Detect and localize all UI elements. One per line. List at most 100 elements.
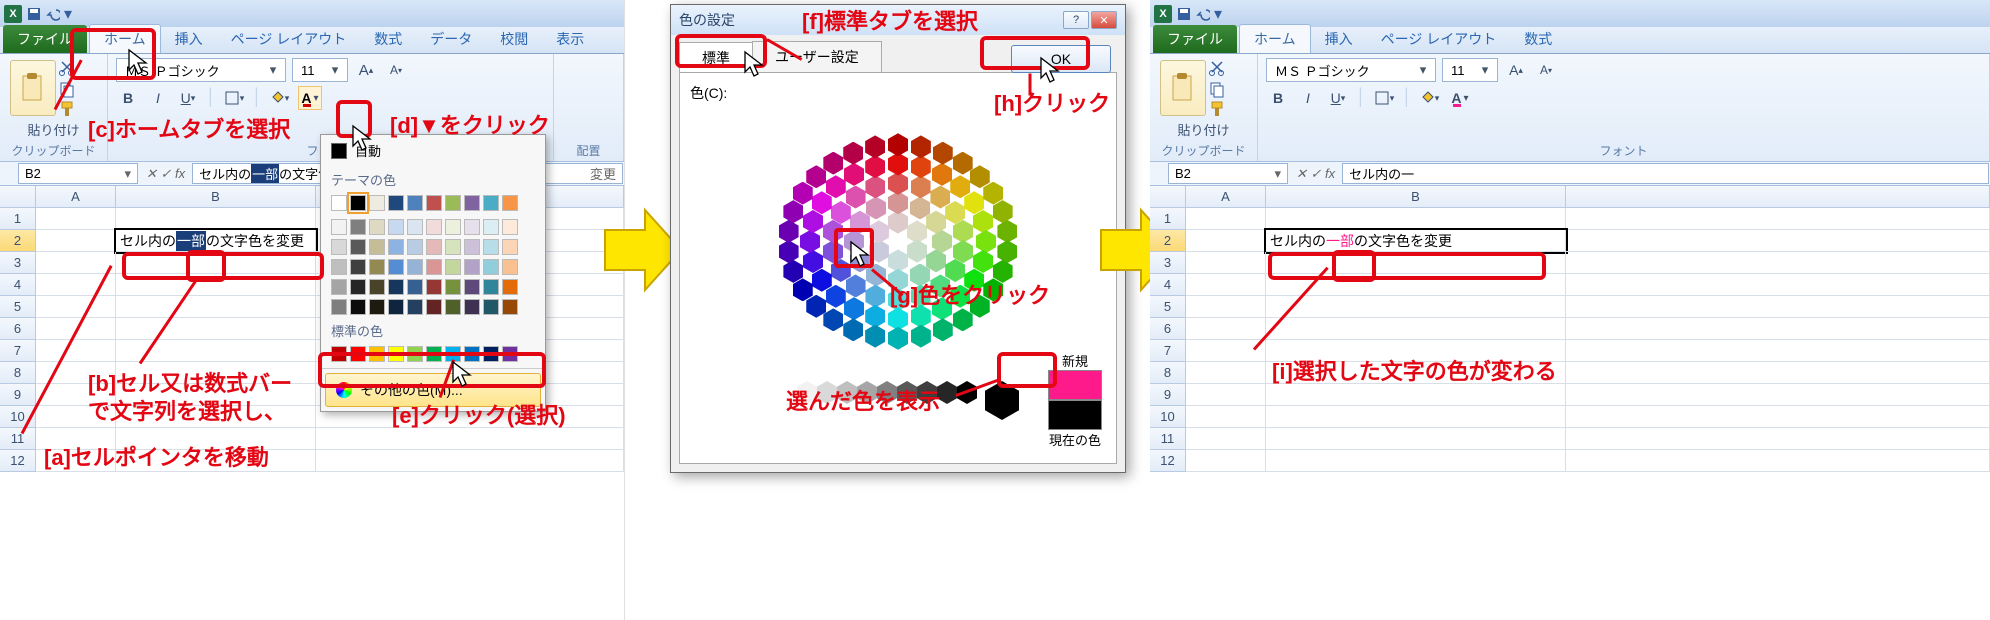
cell[interactable] — [1566, 274, 1990, 296]
color-swatch[interactable] — [407, 219, 423, 235]
color-swatch[interactable] — [407, 195, 423, 211]
row-header[interactable]: 6 — [0, 318, 36, 340]
color-swatch[interactable] — [502, 279, 518, 295]
hex-swatch[interactable] — [779, 220, 799, 243]
color-swatch[interactable] — [445, 239, 461, 255]
color-swatch[interactable] — [445, 219, 461, 235]
row-header[interactable]: 9 — [1150, 384, 1186, 406]
hex-swatch[interactable] — [783, 260, 803, 283]
row-header[interactable]: 3 — [1150, 252, 1186, 274]
color-swatch[interactable] — [426, 259, 442, 275]
hex-swatch[interactable] — [933, 318, 953, 341]
cell[interactable] — [1186, 252, 1266, 274]
color-swatch[interactable] — [483, 259, 499, 275]
cell[interactable] — [1266, 208, 1566, 230]
hex-swatch[interactable] — [826, 285, 846, 308]
cell[interactable] — [116, 362, 316, 384]
hex-swatch[interactable] — [993, 260, 1013, 283]
color-swatch[interactable] — [350, 279, 366, 295]
hex-swatch[interactable] — [803, 250, 823, 273]
col-C[interactable] — [1566, 186, 1990, 208]
hex-swatch[interactable] — [964, 191, 984, 214]
save-icon[interactable] — [1176, 6, 1192, 22]
cell[interactable] — [1186, 362, 1266, 384]
font-color-button[interactable]: A▾ — [1448, 86, 1472, 110]
row-header[interactable]: 5 — [0, 296, 36, 318]
hex-swatch[interactable] — [973, 210, 993, 233]
copy-icon[interactable] — [1208, 80, 1226, 98]
cell[interactable] — [1266, 274, 1566, 296]
col-B[interactable]: B — [1266, 186, 1566, 208]
color-swatch[interactable] — [483, 279, 499, 295]
cell[interactable] — [1186, 406, 1266, 428]
italic-button[interactable]: I — [1296, 86, 1320, 110]
qat-dropdown[interactable]: ▾ — [1214, 4, 1222, 24]
cell[interactable] — [116, 384, 316, 406]
color-swatch[interactable] — [350, 346, 366, 362]
font-name-combo[interactable]: ＭＳ Ｐゴシック▾ — [116, 58, 286, 82]
hex-swatch[interactable] — [797, 381, 817, 404]
cell[interactable] — [1186, 384, 1266, 406]
color-swatch[interactable] — [331, 299, 347, 315]
cell[interactable] — [1186, 230, 1266, 252]
tab-4[interactable]: 数式 — [360, 25, 416, 53]
hex-swatch[interactable] — [803, 210, 823, 233]
hex-swatch[interactable] — [865, 325, 885, 348]
fill-color-button[interactable]: ▾ — [268, 86, 292, 110]
color-swatch[interactable] — [331, 346, 347, 362]
cell[interactable] — [1566, 428, 1990, 450]
paste-button[interactable] — [10, 60, 56, 116]
name-box[interactable]: B2▾ — [1168, 163, 1288, 184]
row-header[interactable]: 3 — [0, 252, 36, 274]
color-swatch[interactable] — [407, 279, 423, 295]
tab-3[interactable]: ページ レイアウト — [1367, 25, 1511, 53]
color-swatch[interactable] — [426, 346, 442, 362]
color-swatch[interactable] — [331, 259, 347, 275]
hex-color-picker[interactable] — [763, 123, 1033, 363]
hex-swatch[interactable] — [911, 325, 931, 348]
cell[interactable] — [36, 450, 116, 472]
color-swatch[interactable] — [464, 239, 480, 255]
hex-swatch[interactable] — [865, 285, 885, 308]
hex-swatch[interactable] — [865, 135, 885, 158]
row-header[interactable]: 2 — [0, 230, 36, 252]
color-swatch[interactable] — [331, 195, 347, 211]
color-swatch[interactable] — [350, 299, 366, 315]
cell[interactable] — [116, 274, 316, 296]
row-header[interactable]: 10 — [1150, 406, 1186, 428]
color-swatch[interactable] — [369, 195, 385, 211]
hex-swatch[interactable] — [865, 155, 885, 178]
cut-icon[interactable] — [58, 60, 76, 78]
hex-swatch[interactable] — [865, 305, 885, 328]
cell[interactable] — [1186, 340, 1266, 362]
cell[interactable] — [36, 406, 116, 428]
color-swatch[interactable] — [483, 346, 499, 362]
hex-swatch[interactable] — [911, 305, 931, 328]
row-header[interactable]: 1 — [1150, 208, 1186, 230]
hex-swatch[interactable] — [823, 308, 843, 331]
select-all[interactable] — [1150, 186, 1186, 208]
hex-swatch[interactable] — [817, 381, 837, 404]
hex-swatch[interactable] — [970, 165, 990, 188]
auto-color[interactable]: 自動 — [321, 135, 545, 166]
cell[interactable] — [1566, 296, 1990, 318]
tab-standard[interactable]: 標準 — [679, 42, 753, 73]
formula-buttons[interactable]: ✕ ✓ fx — [1290, 162, 1341, 185]
copy-icon[interactable] — [58, 80, 76, 98]
italic-button[interactable]: I — [146, 86, 170, 110]
hex-swatch[interactable] — [983, 278, 1003, 301]
hex-swatch[interactable] — [985, 381, 1019, 420]
cell[interactable] — [1566, 340, 1990, 362]
color-swatch[interactable] — [369, 279, 385, 295]
hex-swatch[interactable] — [930, 274, 950, 297]
format-painter-icon[interactable] — [1208, 100, 1226, 118]
color-swatch[interactable] — [331, 219, 347, 235]
hex-swatch[interactable] — [888, 327, 908, 350]
hex-swatch[interactable] — [911, 135, 931, 158]
color-swatch[interactable] — [502, 195, 518, 211]
hex-swatch[interactable] — [812, 191, 832, 214]
cell[interactable] — [116, 208, 316, 230]
cell[interactable] — [116, 450, 316, 472]
color-swatch[interactable] — [483, 299, 499, 315]
row-header[interactable]: 11 — [0, 428, 36, 450]
